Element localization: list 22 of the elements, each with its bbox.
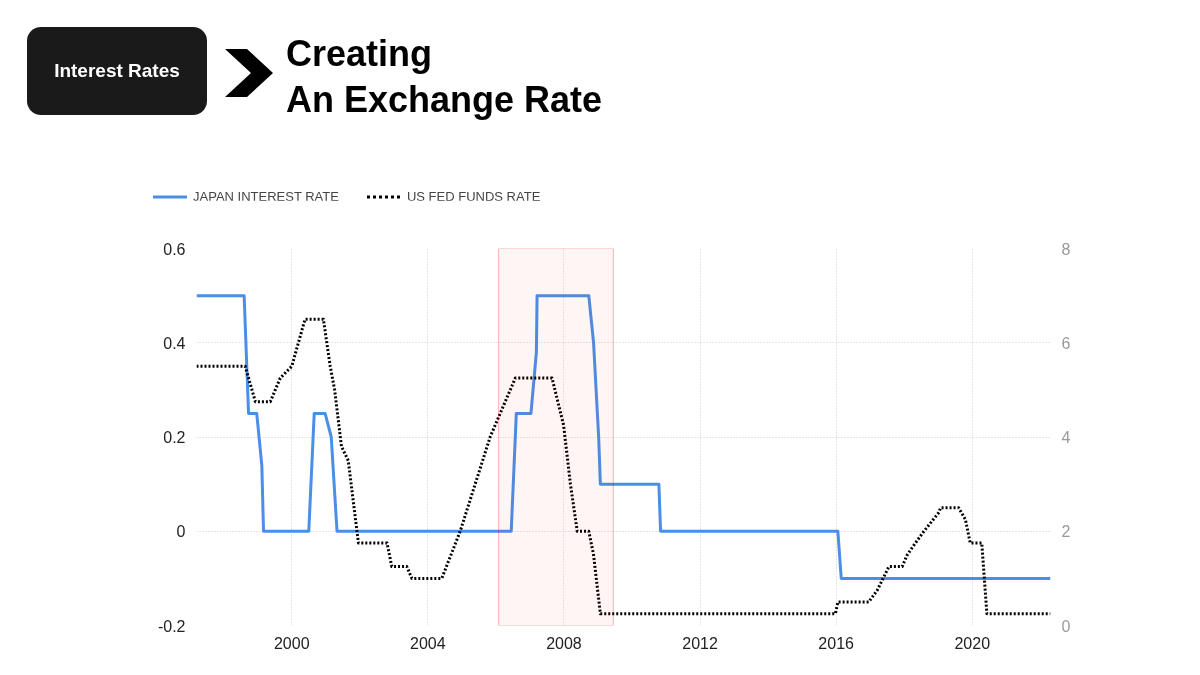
line-series bbox=[196, 317, 1051, 616]
text: Interest Rates bbox=[27, 27, 207, 115]
x-tick-label: 2004 bbox=[410, 634, 446, 652]
x-tick-label: 2016 bbox=[818, 634, 855, 652]
y2-tick-label: 6 bbox=[1061, 334, 1071, 352]
y-tick-label: -0.2 bbox=[157, 617, 186, 635]
y2-tick-label: 8 bbox=[1061, 240, 1071, 258]
y-tick-label: 0.6 bbox=[163, 240, 186, 258]
legend-label: JAPAN INTEREST RATE bbox=[193, 188, 339, 206]
y2-tick-label: 2 bbox=[1061, 523, 1071, 541]
y2-tick-label: 4 bbox=[1061, 429, 1071, 446]
x-tick-label: 2020 bbox=[954, 634, 991, 652]
y-tick-label: 0.2 bbox=[163, 429, 186, 446]
x-tick-label: 2000 bbox=[273, 634, 310, 652]
x-tick-label: 2008 bbox=[546, 634, 582, 652]
chart-title: Creating An Exchange Rate bbox=[286, 32, 603, 122]
legend-label: US FED FUNDS RATE bbox=[406, 188, 541, 206]
y-tick-label: 0.4 bbox=[163, 334, 186, 352]
line-series bbox=[196, 294, 1051, 580]
y-tick-label: 0 bbox=[176, 523, 186, 541]
x-tick-label: 2012 bbox=[682, 634, 718, 652]
y2-tick-label: 0 bbox=[1061, 617, 1071, 635]
